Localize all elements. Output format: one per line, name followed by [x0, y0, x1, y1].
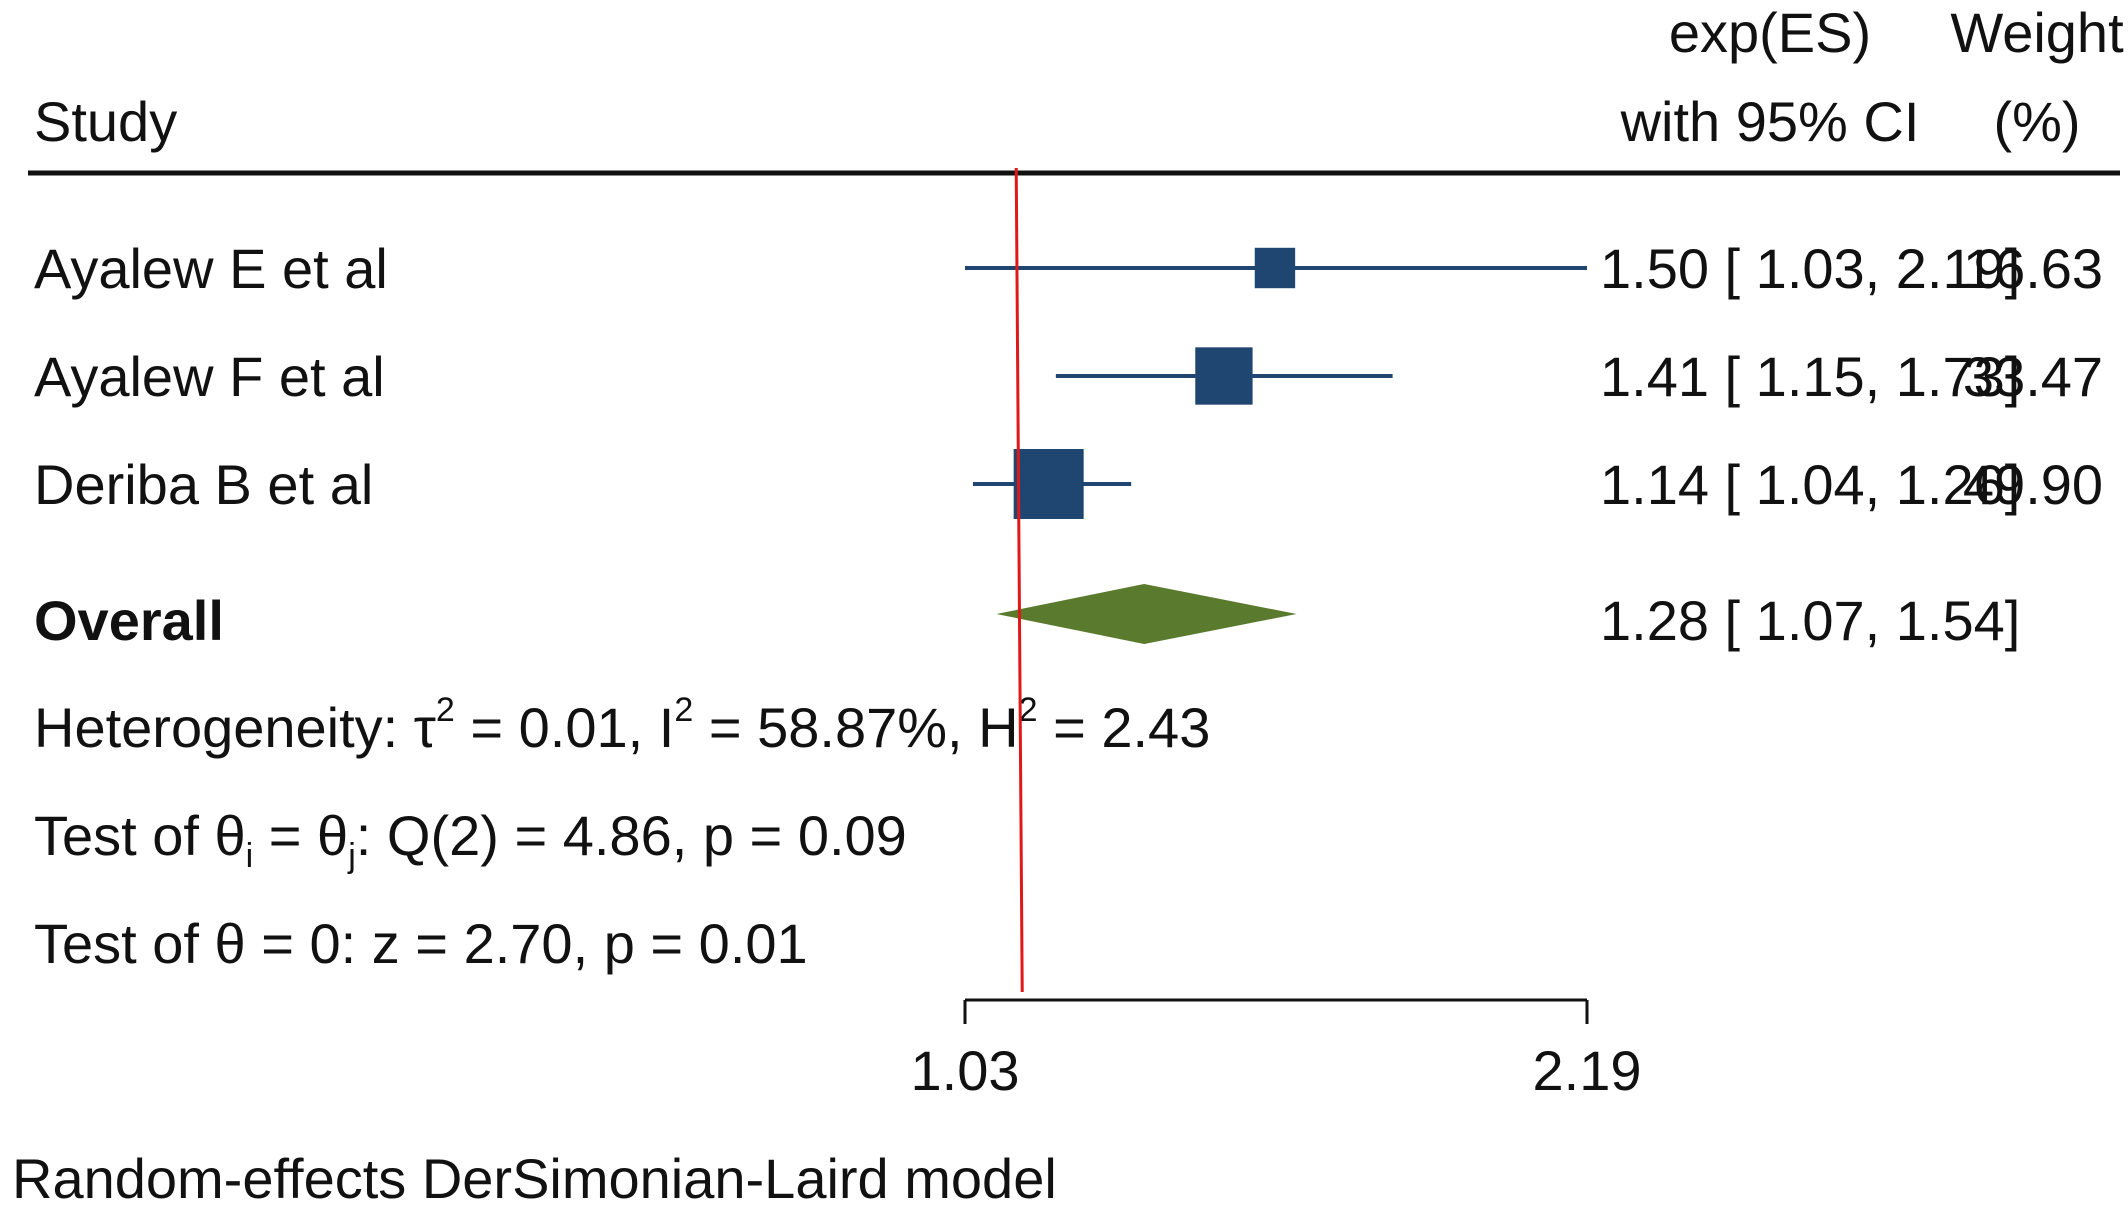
effect-ci-text: 1.14 [ 1.04, 1.26] — [1600, 453, 2020, 516]
z-value: 2.70 — [464, 912, 573, 975]
effect-marker — [1254, 247, 1296, 289]
homogeneity-test-text: Test of θi = θj: Q(2) = 4.86, p = 0.09 — [34, 804, 907, 875]
overall-label: Overall — [34, 589, 224, 652]
tau2-value: 0.01 — [519, 696, 628, 759]
q-df: 2 — [449, 804, 480, 867]
weight-text: 16.63 — [1963, 237, 2103, 300]
weight-text: 33.47 — [1963, 345, 2103, 408]
study-rows: Ayalew E et al 1.50 [ 1.03, 2.19]16.63Aya… — [34, 237, 2103, 519]
study-name: Ayalew F et al — [34, 345, 385, 408]
header-es-line2: with 95% CI — [1620, 90, 1920, 153]
weight-text: 49.90 — [1963, 453, 2103, 516]
q-p-value: 0.09 — [798, 804, 907, 867]
i2-value: 58.87% — [757, 696, 947, 759]
effect-ci-text: 1.41 [ 1.15, 1.73] — [1600, 345, 2020, 408]
effect-marker — [1195, 347, 1253, 405]
overall-row: Overall 1.28 [ 1.07, 1.54] — [34, 584, 2020, 652]
header-es-line1: exp(ES) — [1669, 1, 1871, 64]
x-tick-label: 1.03 — [911, 1039, 1020, 1102]
model-footnote: Random-effects DerSimonian-Laird model — [12, 1147, 1057, 1210]
q-value: 4.86 — [563, 804, 672, 867]
header-weight-line1: Weight — [1950, 1, 2124, 64]
header-weight-line2: (%) — [1993, 90, 2080, 153]
effect-ci-text: 1.50 [ 1.03, 2.19] — [1600, 237, 2020, 300]
reference-line — [1014, 167, 1024, 993]
study-name: Ayalew E et al — [34, 237, 388, 300]
x-tick-label: 2.19 — [1533, 1039, 1642, 1102]
study-name: Deriba B et al — [34, 453, 373, 516]
heterogeneity-text: Heterogeneity: τ2 = 0.01, I2 = 58.87%, H… — [34, 691, 1210, 759]
header-study: Study — [34, 90, 177, 153]
h2-value: 2.43 — [1101, 696, 1210, 759]
effect-marker — [1013, 449, 1084, 519]
study-row: Ayalew E et al 1.50 [ 1.03, 2.19]16.63 — [34, 237, 2103, 300]
heterogeneity-prefix: Heterogeneity: — [34, 696, 414, 759]
overall-es-text: 1.28 [ 1.07, 1.54] — [1600, 589, 2020, 652]
overall-test-text: Test of θ = 0: z = 2.70, p = 0.01 — [34, 912, 808, 975]
overall-diamond — [996, 584, 1297, 644]
study-row: Deriba B et al 1.14 [ 1.04, 1.26]49.90 — [34, 449, 2103, 519]
x-axis: 1.03 2.19 — [911, 998, 1642, 1102]
study-row: Ayalew F et al 1.41 [ 1.15, 1.73]33.47 — [34, 345, 2103, 408]
z-p-value: 0.01 — [699, 912, 808, 975]
